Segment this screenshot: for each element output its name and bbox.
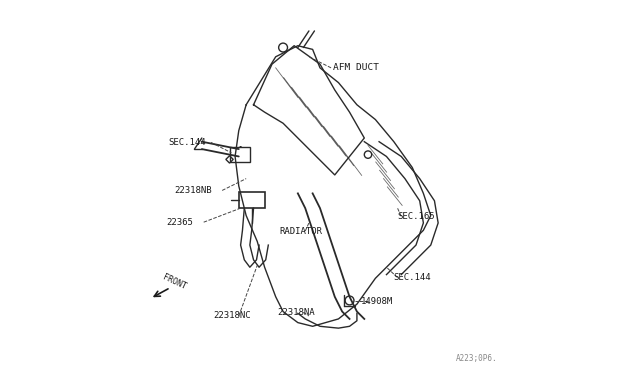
FancyBboxPatch shape <box>230 147 250 162</box>
Text: SEC.144: SEC.144 <box>168 138 206 147</box>
Text: 22318NA: 22318NA <box>278 308 315 317</box>
Text: 22365: 22365 <box>167 218 194 227</box>
FancyBboxPatch shape <box>239 192 264 208</box>
Text: AFM DUCT: AFM DUCT <box>333 63 379 72</box>
Text: 22318NC: 22318NC <box>213 311 250 320</box>
Text: RADIATOR: RADIATOR <box>280 227 323 235</box>
Text: 14908M: 14908M <box>360 297 393 306</box>
Text: 22318NB: 22318NB <box>174 186 212 195</box>
Text: A223;0P6.: A223;0P6. <box>456 354 497 363</box>
Text: SEC.165: SEC.165 <box>397 212 435 221</box>
Text: FRONT: FRONT <box>161 273 188 291</box>
Text: SEC.144: SEC.144 <box>394 273 431 282</box>
